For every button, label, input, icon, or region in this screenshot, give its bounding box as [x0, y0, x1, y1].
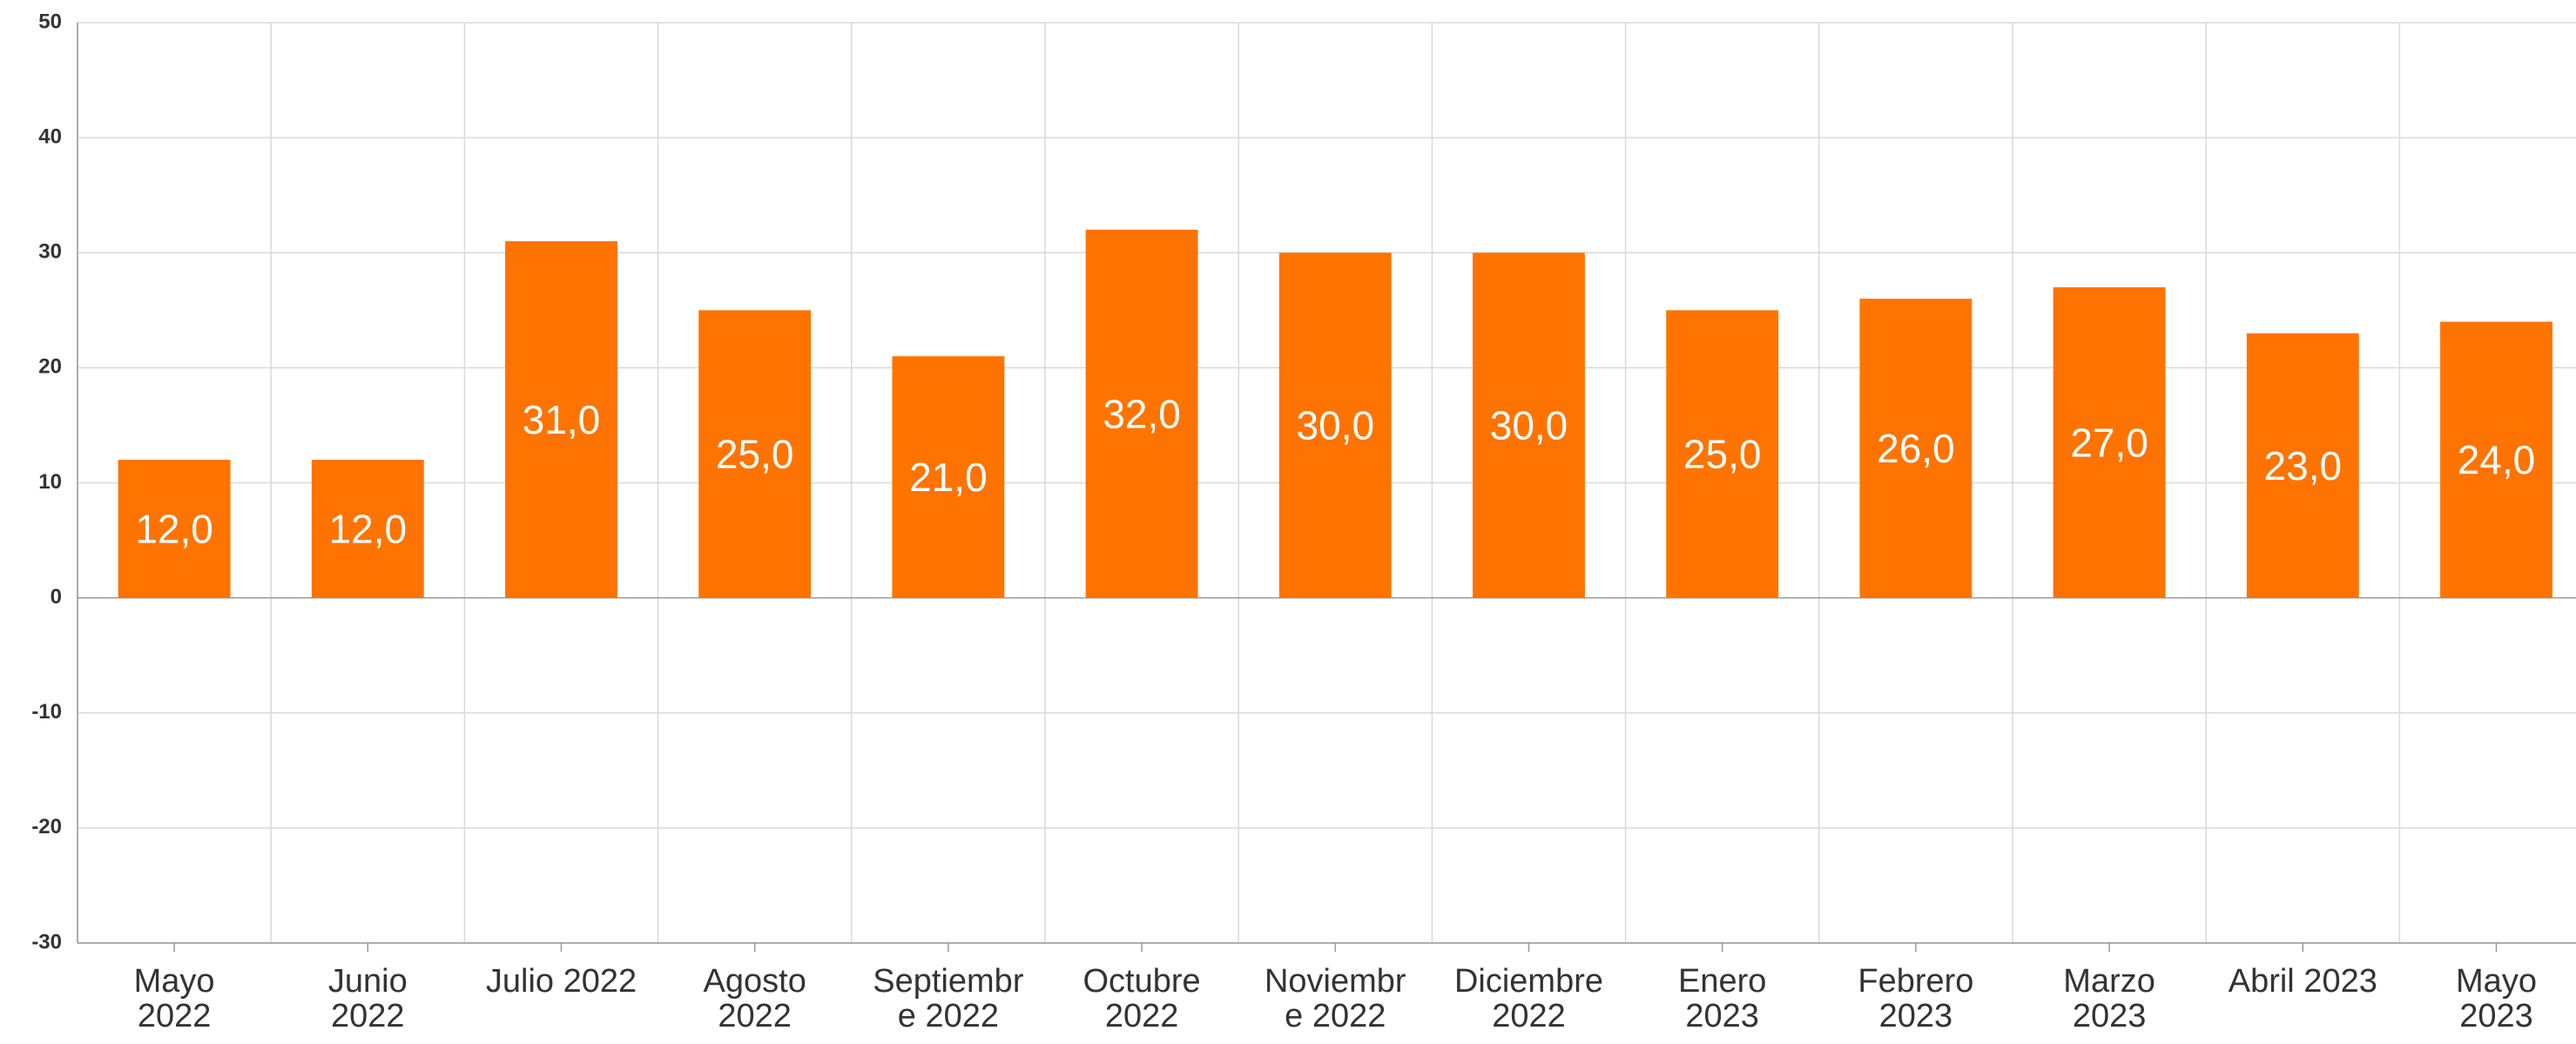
- value-label: 25,0: [1683, 432, 1762, 477]
- value-label: 31,0: [523, 397, 601, 442]
- bar: [1085, 229, 1198, 598]
- x-tick-label: Septiembre 2022: [873, 963, 1024, 1034]
- value-label: 21,0: [909, 455, 988, 500]
- x-tick-label: Diciembre 2022: [1453, 963, 1604, 1034]
- x-tick-label: Mayo 2022: [133, 963, 215, 1034]
- value-label: 30,0: [1490, 403, 1568, 448]
- bar: [2053, 286, 2166, 598]
- bar: [1473, 253, 1585, 598]
- x-tick-label: Febrero 2023: [1858, 963, 1974, 1034]
- bar: [892, 356, 1005, 598]
- x-tick-label: Enero 2023: [1677, 963, 1767, 1034]
- value-label: 26,0: [1877, 426, 1955, 471]
- value-label: 12,0: [135, 507, 213, 552]
- y-tick-label: 20: [38, 355, 62, 379]
- bar: [2440, 321, 2552, 598]
- value-label: 30,0: [1297, 403, 1375, 448]
- bar: [698, 310, 812, 598]
- bar: [311, 460, 424, 598]
- value-label: 32,0: [1103, 391, 1181, 436]
- y-tick-label: 10: [38, 470, 62, 494]
- value-label: 27,0: [2070, 420, 2148, 465]
- x-tick-label: Agosto 2022: [703, 963, 806, 1034]
- y-tick-label: 40: [38, 125, 62, 148]
- bar: [1859, 299, 1972, 598]
- bar: [505, 241, 617, 598]
- x-tick-label: Octubre 2022: [1082, 963, 1201, 1034]
- x-tick-label: Julio 2022: [485, 963, 637, 1000]
- bar: [1278, 253, 1392, 598]
- x-tick-label: Noviembre 2022: [1264, 963, 1406, 1034]
- x-tick-label: Marzo 2023: [2063, 963, 2155, 1034]
- value-label: 24,0: [2458, 437, 2536, 482]
- y-tick-label: -20: [31, 815, 62, 839]
- bar: [2246, 333, 2359, 598]
- x-tick-label: Junio 2022: [327, 963, 408, 1034]
- value-label: 23,0: [2264, 443, 2343, 488]
- x-tick-label: Mayo 2023: [2456, 963, 2537, 1034]
- value-label: 12,0: [329, 507, 408, 552]
- y-tick-label: 50: [38, 10, 62, 33]
- y-tick-label: 30: [38, 240, 62, 264]
- x-tick-label: Abril 2023: [2228, 963, 2377, 1000]
- y-tick-label: -10: [31, 700, 62, 724]
- bar: [1666, 310, 1779, 598]
- y-tick-label: 0: [51, 585, 62, 609]
- y-tick-label: -30: [31, 930, 62, 953]
- bar: [118, 460, 231, 598]
- value-label: 25,0: [716, 432, 794, 477]
